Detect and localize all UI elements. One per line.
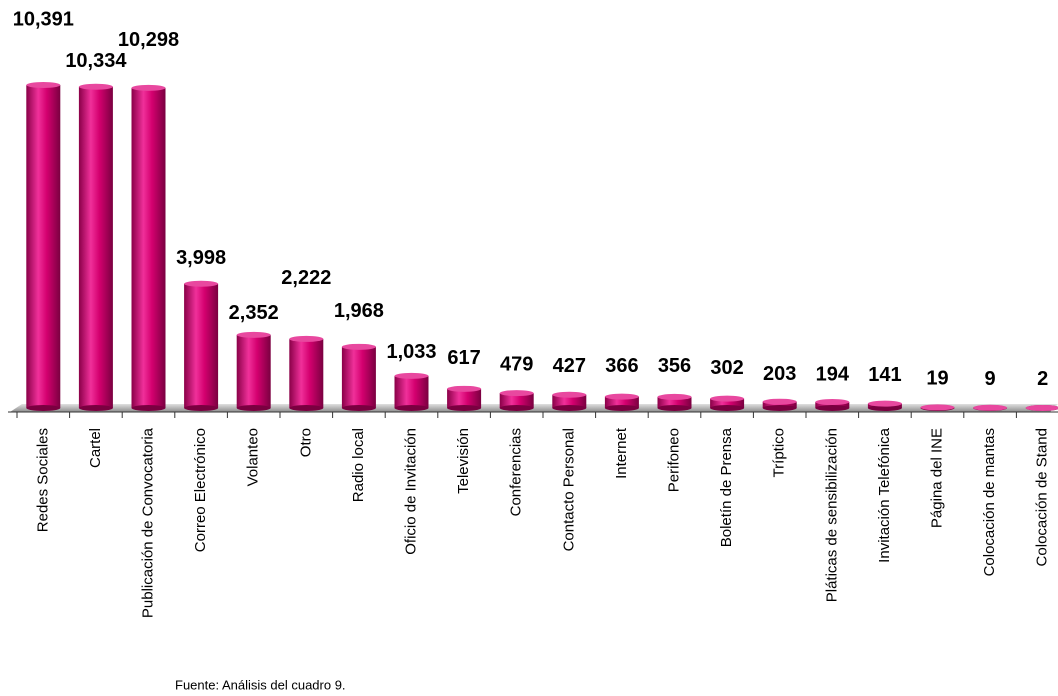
value-label: 9: [985, 368, 996, 390]
x-tick-label: Colocación de mantas: [981, 428, 998, 576]
x-tick-label: Volanteo: [245, 428, 262, 486]
bar-cap: [1025, 404, 1058, 411]
value-label: 2,352: [229, 302, 279, 324]
bar-cap: [867, 400, 902, 407]
value-label: 479: [500, 353, 533, 375]
value-label: 617: [447, 347, 480, 369]
bar-base: [762, 405, 797, 411]
bar-base: [815, 405, 850, 411]
bar: [499, 393, 534, 408]
bar-base: [131, 405, 166, 411]
bar-cap: [447, 385, 482, 392]
value-label: 3,998: [176, 247, 226, 269]
x-tick-label: Televisión: [455, 428, 472, 494]
bar-base: [341, 405, 376, 411]
value-label: 203: [763, 363, 796, 385]
value-label: 10,391: [13, 8, 74, 30]
bar-cap: [78, 83, 113, 90]
value-label: 356: [658, 355, 691, 377]
bar-cap: [499, 390, 534, 397]
bar-base: [236, 405, 271, 411]
bar-base: [447, 405, 482, 411]
value-label: 2: [1037, 368, 1048, 390]
value-label: 302: [710, 357, 743, 379]
x-tick-label: Boletín de Prensa: [718, 427, 735, 547]
bar-cap: [657, 393, 692, 400]
bar-base: [710, 405, 745, 411]
bar-cap: [184, 280, 219, 287]
bar-cap: [131, 84, 166, 91]
value-label: 19: [926, 368, 948, 390]
bar-cap: [710, 395, 745, 402]
x-tick-label: Otro: [297, 428, 314, 457]
value-label: 2,222: [281, 267, 331, 289]
value-label: 366: [605, 355, 638, 377]
bar-base: [657, 405, 692, 411]
bar: [26, 85, 61, 408]
bar: [78, 86, 113, 408]
value-label: 141: [868, 364, 901, 386]
bar: [762, 401, 797, 408]
x-tick-label: Tríptico: [771, 428, 788, 477]
bar: [184, 283, 219, 408]
bar: [341, 346, 376, 408]
value-label: 427: [553, 355, 586, 377]
bar: [604, 396, 639, 408]
value-label: 10,334: [65, 50, 127, 72]
x-tick-label: Contacto Personal: [560, 428, 577, 551]
x-tick-label: Perifoneo: [665, 428, 682, 492]
bar-base: [394, 405, 429, 411]
bar: [131, 87, 166, 408]
bar: [394, 375, 429, 408]
bar-base: [552, 405, 587, 411]
x-tick-label: Redes Sociales: [34, 428, 51, 532]
value-label: 10,298: [118, 29, 179, 51]
x-tick-label: Cartel: [87, 428, 104, 468]
bar-cap: [604, 393, 639, 400]
bar: [710, 398, 745, 408]
x-tick-label: Página del INE: [928, 428, 945, 528]
bar-cap: [920, 404, 955, 411]
bar: [552, 394, 587, 408]
bar-cap: [394, 372, 429, 379]
x-tick-label: Invitación Telefónica: [876, 427, 893, 562]
bar-cap: [552, 391, 587, 398]
bar-cap: [26, 82, 61, 88]
x-tick-label: Internet: [613, 427, 630, 479]
bar-cap: [815, 398, 850, 405]
x-tick-label: Oficio de Invitación: [402, 428, 419, 555]
x-tick-label: Correo Electrónico: [192, 428, 209, 552]
x-tick-label: Colocación de Stand: [1034, 428, 1051, 566]
bar-base: [26, 405, 61, 411]
bar-cap: [341, 343, 376, 350]
value-label: 1,033: [386, 341, 436, 363]
x-tick-label: Conferencias: [508, 428, 525, 516]
bar: [815, 401, 850, 408]
x-tick-label: Pláticas de sensibilización: [823, 428, 840, 602]
bar-base: [78, 405, 113, 411]
bar-base: [499, 405, 534, 411]
x-tick-label: Radio local: [350, 428, 367, 502]
bar-cap: [236, 331, 271, 338]
bar: [289, 338, 324, 408]
bar-base: [289, 405, 324, 411]
bar-cap: [762, 398, 797, 405]
bar-base: [867, 405, 902, 411]
value-label: 194: [816, 363, 850, 385]
note: Fuente: Análisis del cuadro 9.: [175, 677, 346, 692]
bar-cap: [289, 335, 324, 342]
bar-base: [184, 405, 219, 411]
value-label: 1,968: [334, 300, 384, 322]
bar: [657, 396, 692, 408]
bar: [236, 334, 271, 408]
bar-cap: [973, 404, 1008, 411]
x-tick-label: Publicación de Convocatoria: [139, 427, 156, 618]
bar: [447, 388, 482, 408]
bar-base: [604, 405, 639, 411]
